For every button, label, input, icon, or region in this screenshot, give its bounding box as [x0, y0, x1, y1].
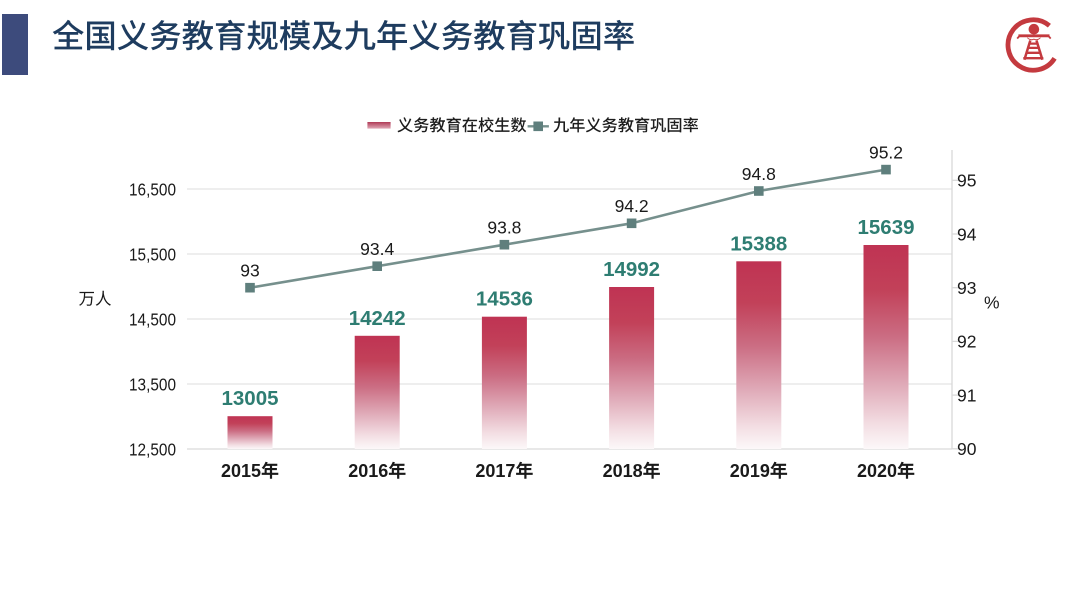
svg-text:93: 93: [240, 261, 259, 281]
svg-text:93.8: 93.8: [487, 218, 521, 238]
svg-text:15,500: 15,500: [129, 244, 176, 264]
svg-text:92: 92: [957, 332, 976, 352]
svg-text:94: 94: [957, 224, 977, 244]
svg-text:%: %: [984, 292, 1000, 312]
svg-text:14992: 14992: [603, 258, 660, 281]
svg-text:94.8: 94.8: [742, 164, 776, 184]
svg-text:2018: 2018: [603, 461, 643, 481]
svg-text:93.4: 93.4: [360, 239, 394, 259]
svg-text:90: 90: [957, 439, 977, 459]
svg-text:15388: 15388: [730, 232, 787, 255]
svg-text:14242: 14242: [349, 307, 406, 330]
svg-text:2016: 2016: [348, 461, 388, 481]
svg-text:2017: 2017: [475, 461, 515, 481]
svg-text:14536: 14536: [476, 288, 533, 311]
svg-text:94.2: 94.2: [615, 196, 649, 216]
svg-text:16,500: 16,500: [129, 179, 176, 199]
svg-text:2019: 2019: [730, 461, 770, 481]
svg-text:2020: 2020: [857, 461, 897, 481]
svg-text:2015: 2015: [221, 461, 261, 481]
svg-text:14,500: 14,500: [129, 309, 176, 329]
svg-text:13005: 13005: [221, 387, 278, 410]
svg-text:95.2: 95.2: [869, 142, 903, 162]
svg-text:13,500: 13,500: [129, 374, 176, 394]
svg-text:93: 93: [957, 278, 976, 298]
svg-text:15639: 15639: [857, 216, 914, 239]
svg-text:12,500: 12,500: [129, 439, 176, 459]
svg-text:91: 91: [957, 385, 976, 405]
svg-text:95: 95: [957, 171, 976, 191]
